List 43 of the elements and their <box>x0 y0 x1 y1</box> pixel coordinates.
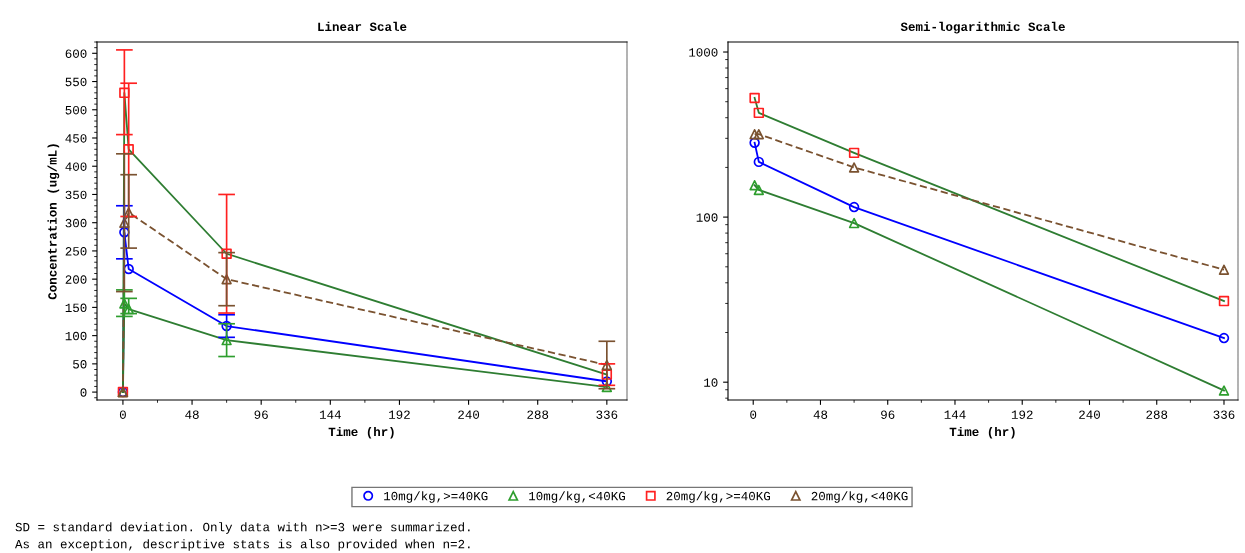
y-tick-label: 550 <box>65 77 87 87</box>
y-tick-label: 500 <box>65 105 87 115</box>
y-tick-label: 100 <box>65 331 87 341</box>
chart-title: Linear Scale <box>318 21 407 32</box>
y-tick-label: 350 <box>65 190 87 200</box>
legend-label: 10mg/kg,<40KG <box>529 491 625 503</box>
y-tick-label: 450 <box>65 134 87 143</box>
text: As an exception, descriptive stats is also provided when n=2. <box>15 539 470 551</box>
legend-label: 10mg/kg,>=40KG <box>384 491 488 503</box>
x-tick-label: 192 <box>1011 410 1033 419</box>
y-axis-title: Concentration (ug/mL) <box>47 144 60 300</box>
x-tick-label: 336 <box>1213 410 1235 419</box>
y-tick-label: 100 <box>696 213 718 222</box>
x-tick-label: 240 <box>1079 410 1100 419</box>
legend-label: 20mg/kg,>=40KG <box>666 491 770 503</box>
chart-title: Semi-logarithmic Scale <box>900 21 1065 34</box>
text: SD = standard deviation. Only data with n>=3 were summarized. <box>15 522 470 534</box>
y-tick-label: 400 <box>65 162 87 171</box>
x-tick-label: 96 <box>881 410 895 419</box>
y-tick-label: 200 <box>65 275 87 284</box>
x-tick-label: 144 <box>944 410 966 419</box>
x-tick-label: 288 <box>1146 410 1168 419</box>
x-tick-label: 192 <box>389 410 410 419</box>
x-tick-label: 288 <box>527 410 549 419</box>
x-tick-label: 0 <box>119 410 126 419</box>
x-tick-label: 0 <box>750 410 757 419</box>
x-tick-label: 144 <box>319 410 341 419</box>
y-tick-label: 250 <box>65 247 87 256</box>
x-tick-label: 240 <box>458 410 480 419</box>
x-axis-title: Time (hr) <box>949 426 1015 439</box>
x-tick-label: 336 <box>596 410 618 419</box>
y-tick-label: 0 <box>80 388 87 397</box>
y-tick-label: 1000 <box>689 48 718 57</box>
x-tick-label: 48 <box>185 410 199 419</box>
y-tick-label: 50 <box>73 360 87 369</box>
y-tick-label: 600 <box>65 49 87 58</box>
legend-label: 20mg/kg,<40KG <box>811 491 908 503</box>
y-tick-label: 10 <box>704 378 718 387</box>
x-axis-title: Time (hr) <box>328 426 394 439</box>
x-tick-label: 48 <box>813 410 828 419</box>
y-tick-label: 150 <box>65 303 87 313</box>
y-tick-label: 300 <box>65 218 87 228</box>
x-tick-label: 96 <box>254 410 268 419</box>
